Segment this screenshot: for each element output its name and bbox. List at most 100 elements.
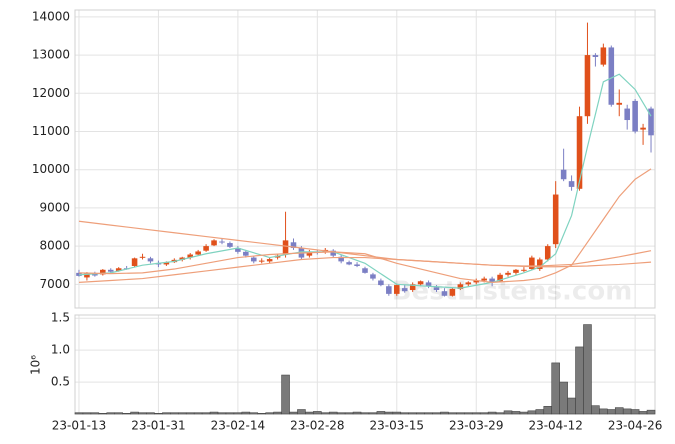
volume-bar [368,412,378,415]
candle-body [394,285,400,294]
y-axis-label: 10⁶ [29,355,43,375]
y-tick-label: 11000 [32,124,70,138]
y-tick-label: 1.5 [51,311,70,325]
candle-body [187,254,193,258]
candle-body [115,268,122,271]
candle-body [576,116,583,189]
candle-body [624,108,630,121]
volume-bar [170,412,179,415]
volume-bar [646,409,656,415]
candle-body [92,273,98,276]
x-tick-label: 23-01-31 [131,419,185,433]
candle-body [330,250,336,256]
volume-bar [162,412,171,415]
candle-body [266,259,273,262]
candle-body [544,246,551,260]
candle-body [131,258,138,266]
volume-bar [416,412,425,415]
candle-body [362,268,368,273]
volume-bar [527,410,537,415]
volume-bar [503,410,513,415]
volume-bar [607,409,616,415]
candle-body [473,280,480,283]
volume-bar [487,411,497,415]
volume-bar [630,409,640,415]
volume-bar [638,411,648,415]
volume-bar [591,405,600,415]
x-tick-label: 23-04-12 [528,419,582,433]
y-tick-label: 1.0 [51,343,70,357]
candle-body [592,55,599,57]
volume-bar [177,412,187,415]
x-tick-label: 23-03-15 [370,419,424,433]
candle-body [401,288,408,292]
candle-body [227,243,233,247]
volume-bar [273,411,282,415]
volume-bar [185,412,195,415]
volume-bar [241,411,251,415]
candle-body [409,284,416,291]
volume-bar [138,412,147,415]
volume-bar [448,412,457,415]
candle-body [465,282,472,285]
candle-body [235,248,241,252]
candle-body [529,257,535,270]
candle-body [354,264,360,266]
volume-bar [328,411,338,415]
candle-body [489,278,495,283]
volume-bar [376,411,386,415]
moving-average-line [78,168,652,284]
candle-body [552,194,559,245]
candle-body [179,257,186,260]
volume-bar [217,412,227,415]
volume-bar [122,413,131,415]
x-tick-label: 23-02-14 [211,419,265,433]
volume-bar [344,412,354,415]
volume-bar [114,412,123,415]
candle-body [608,47,615,105]
volume-bar [614,407,624,415]
volume-bar [583,324,592,415]
candle-body [521,269,527,271]
candle-body [282,240,289,255]
candle-body [457,284,464,289]
moving-average-line [78,220,652,268]
candle-body [195,251,201,255]
volume-bar [519,411,529,415]
y-tick-label: 8000 [39,239,70,253]
candle-body [600,47,607,65]
candle-body [568,181,575,187]
volume-bar [352,411,362,415]
candle-body [433,287,440,291]
volume-bar [336,412,346,415]
volume-bar [440,411,449,415]
candle-body [513,269,519,273]
candle-body [537,259,543,270]
candle-body [203,246,209,251]
volume-bar [495,412,505,415]
candle-body [497,274,503,282]
volume-bar [567,397,576,415]
volume-bar [225,412,235,415]
volume-bar [74,412,84,415]
candle-body [560,169,567,180]
candle-body [378,280,384,286]
volume-bar [599,408,608,415]
candle-body [139,256,146,258]
candle-body [640,127,646,130]
candle-body [505,272,511,275]
x-tick-label: 23-02-28 [290,419,344,433]
volume-bar [321,412,330,415]
volume-bar [90,412,100,415]
y-tick-label: 12000 [32,86,70,100]
y-tick-label: 10000 [32,162,70,176]
volume-bar [130,411,139,415]
x-tick-label: 23-03-29 [449,419,503,433]
volume-bar [98,413,108,415]
moving-average-line [78,73,652,289]
volume-bar [559,381,568,415]
volume-bar [511,411,521,415]
candle-body [370,274,376,279]
volume-bar [265,412,274,415]
candle-body [219,241,225,243]
